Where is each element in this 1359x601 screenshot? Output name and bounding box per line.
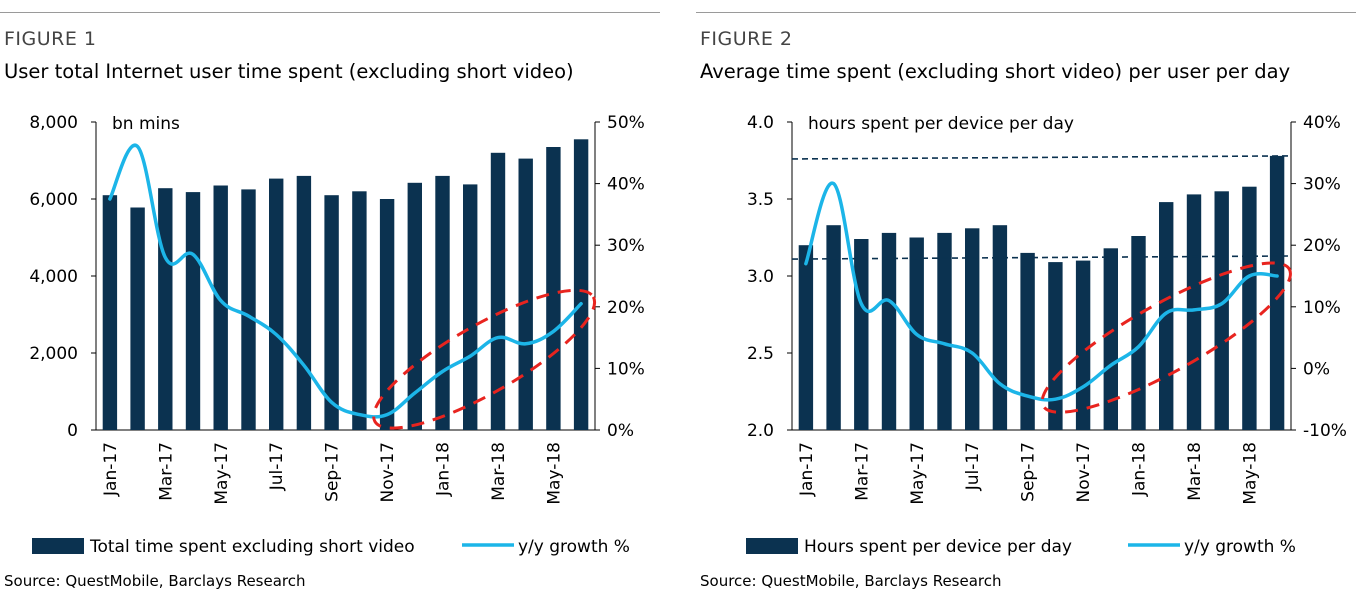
source-note: Source: QuestMobile, Barclays Research [4, 572, 306, 590]
x-tick-label: May-18 [544, 442, 564, 505]
bar [269, 178, 284, 430]
unit-annotation: hours spent per device per day [808, 114, 1074, 134]
bar [463, 184, 478, 430]
figure-label: FIGURE 2 [700, 28, 793, 50]
right-axis-tick-label: 30% [1303, 175, 1341, 195]
bar [241, 189, 256, 430]
x-tick-label: Nov-17 [378, 442, 398, 503]
left-axis-tick-label: 8,000 [29, 113, 78, 133]
legend-label: Total time spent excluding short video [89, 537, 415, 557]
bar [573, 139, 589, 431]
reference-line [791, 155, 1292, 160]
growth-line [108, 143, 583, 419]
x-tick-label: Nov-17 [1074, 442, 1094, 503]
highlight-ellipse [1040, 261, 1292, 414]
bar [518, 158, 533, 430]
reference-line [791, 255, 1292, 260]
x-tick-label: Mar-18 [489, 442, 509, 501]
highlight-ellipse [372, 288, 597, 430]
bar [1269, 155, 1285, 430]
right-axis-tick-label: 10% [1303, 298, 1341, 318]
left-axis-tick-label: 2,000 [29, 344, 78, 364]
top-rule [696, 12, 1356, 13]
x-tick-label: Jul-17 [267, 442, 287, 491]
right-axis-tick-label: 0% [607, 421, 634, 441]
x-tick-label: Sep-17 [323, 442, 343, 502]
legend-swatch-bar [746, 538, 798, 554]
bar [158, 188, 173, 430]
x-tick-label: May-18 [1240, 442, 1260, 505]
bar [992, 225, 1008, 430]
x-tick-label: Mar-17 [852, 442, 872, 501]
figure-title: Average time spent (excluding short vide… [700, 60, 1291, 83]
left-axis-tick-label: 4,000 [29, 267, 78, 287]
bar [1131, 236, 1146, 430]
x-tick-label: Jan-17 [101, 442, 121, 497]
right-axis-tick-label: 20% [607, 298, 645, 318]
x-tick-label: Mar-17 [156, 442, 176, 501]
legend-label: y/y growth % [1184, 537, 1296, 557]
bar [435, 175, 450, 430]
x-tick-label: Sep-17 [1019, 442, 1039, 502]
bar [881, 232, 897, 430]
right-axis-tick-label: 0% [1303, 359, 1330, 379]
bar [965, 228, 980, 430]
right-axis-tick-label: 50% [607, 113, 645, 133]
bar [213, 185, 228, 430]
bar [854, 239, 869, 430]
growth-line [804, 181, 1279, 402]
right-axis-tick-label: 10% [607, 359, 645, 379]
right-axis-tick-label: 20% [1303, 236, 1341, 256]
bar [826, 225, 841, 430]
legend-label: Hours spent per device per day [804, 537, 1072, 557]
x-tick-label: Jan-17 [797, 442, 817, 497]
bar [1020, 252, 1035, 430]
bar [185, 192, 201, 430]
legend-label: y/y growth % [518, 537, 630, 557]
source-note: Source: QuestMobile, Barclays Research [700, 572, 1002, 590]
bar [546, 147, 561, 430]
bar [1186, 194, 1202, 430]
figure-2-panel: FIGURE 2 Average time spent (excluding s… [696, 0, 1356, 601]
left-axis-tick-label: 6,000 [29, 190, 78, 210]
x-tick-label: Mar-18 [1185, 442, 1205, 501]
bar [352, 191, 367, 430]
unit-annotation: bn mins [112, 114, 180, 134]
combo-chart: 0 2,000 4,000 6,000 8,000 0% 10% 20% 30% 40% 50% bn… [29, 113, 645, 557]
right-axis-tick-label: 30% [607, 236, 645, 256]
left-axis-tick-label: 2.0 [747, 421, 774, 441]
bar [798, 245, 814, 430]
bar [1075, 260, 1091, 430]
bar [1103, 248, 1118, 430]
bar [296, 175, 312, 430]
right-axis-tick-label: -10% [1303, 421, 1347, 441]
bar [1242, 186, 1257, 430]
bar [490, 152, 506, 431]
figure-1-panel: FIGURE 1 User total Internet user time s… [0, 0, 660, 601]
x-tick-label: Jan-18 [434, 442, 454, 497]
left-axis-tick-label: 2.5 [747, 344, 774, 364]
left-axis-tick-label: 3.0 [747, 267, 774, 287]
top-rule [0, 12, 660, 13]
right-axis-tick-label: 40% [607, 175, 645, 195]
right-axis-tick-label: 40% [1303, 113, 1341, 133]
combo-chart: 2.0 2.5 3.0 3.5 4.0 -10% 0% 10% 20% 30% 40% hours s… [746, 113, 1347, 557]
bar [1048, 262, 1063, 430]
legend-swatch-bar [32, 538, 84, 554]
x-tick-label: May-17 [212, 442, 232, 505]
left-axis-tick-label: 3.5 [747, 190, 774, 210]
bar [937, 232, 952, 430]
figure-title: User total Internet user time spent (exc… [4, 60, 574, 83]
bar [1214, 191, 1229, 430]
left-axis-tick-label: 4.0 [747, 113, 774, 133]
x-tick-label: May-17 [908, 442, 928, 505]
bar [102, 195, 118, 430]
bar [324, 195, 339, 430]
x-tick-label: Jul-17 [963, 442, 983, 491]
bar [130, 207, 145, 430]
x-tick-label: Jan-18 [1130, 442, 1150, 497]
bar [379, 199, 395, 430]
left-axis-tick-label: 0 [67, 421, 78, 441]
figure-label: FIGURE 1 [4, 28, 97, 50]
